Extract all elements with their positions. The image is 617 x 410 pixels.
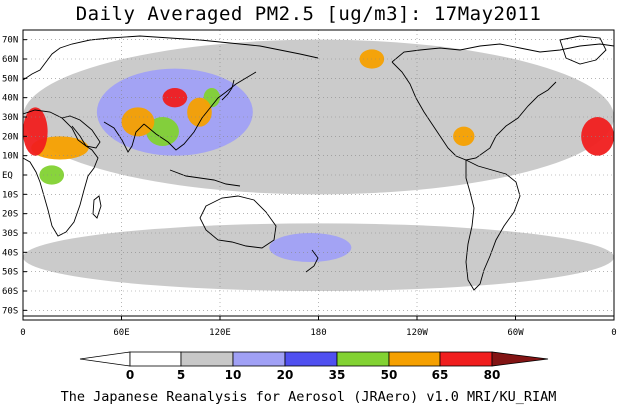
lat-tick-label: 40S xyxy=(2,248,18,258)
lat-tick-label: 30S xyxy=(2,229,18,239)
coast-china xyxy=(143,71,257,151)
coast-australia xyxy=(199,195,277,249)
colorbar-bin xyxy=(232,351,286,367)
colorbar-bin xyxy=(439,351,493,367)
lat-tick-label: 70N xyxy=(2,36,18,46)
lat-tick-label: 10S xyxy=(2,190,18,200)
lat-tick-label: 20S xyxy=(2,210,18,220)
colorbar-arrow-low xyxy=(79,351,131,367)
pm25-region-65 xyxy=(121,107,155,137)
colorbar-bin xyxy=(129,351,182,367)
lat-tick-label: 10N xyxy=(2,152,18,162)
map-title: Daily Averaged PM2.5 [ug/m3]: 17May2011 xyxy=(75,3,542,25)
lat-tick-label: EQ xyxy=(2,171,13,181)
colorbar-bin xyxy=(284,351,338,367)
pm25-region-80 xyxy=(23,107,48,156)
coast-madagascar xyxy=(92,195,102,219)
lat-tick-label: 20N xyxy=(2,132,18,142)
credit-text: The Japanese Reanalysis for Aerosol (JRA… xyxy=(60,389,557,405)
lon-tick-label: 0 xyxy=(611,328,616,338)
pm25-region-80 xyxy=(162,88,188,108)
lat-ticks: 70N 60N 50N 40N 30N 20N 10N EQ 10S 20S 30S 40S 50S 60… xyxy=(2,36,27,316)
colorbar-bin xyxy=(388,351,441,367)
colorbar-bin xyxy=(336,351,390,367)
colorbar-label: 50 xyxy=(381,368,398,382)
colorbar: 0 5 10 20 35 50 65 80 xyxy=(79,351,549,382)
colorbar-label: 5 xyxy=(177,368,185,382)
pm25-region-65 xyxy=(187,97,212,127)
pm25-region-50 xyxy=(146,117,179,146)
coast-arabia xyxy=(61,115,101,149)
plot-area xyxy=(23,30,614,320)
pm25-region-20 xyxy=(269,233,352,262)
colorbar-label: 20 xyxy=(277,368,294,382)
coast-south-america xyxy=(465,159,521,291)
lon-tick-label: 0 xyxy=(20,328,25,338)
grid-lines xyxy=(23,30,614,320)
colorbar-label: 65 xyxy=(432,368,449,382)
lat-tick-label: 40N xyxy=(2,94,18,104)
lon-tick-label: 120W xyxy=(406,328,428,338)
lat-tick-label: 60N xyxy=(2,55,18,65)
colorbar-label: 10 xyxy=(225,368,242,382)
lat-tick-label: 70S xyxy=(2,306,18,316)
pm25-region-80 xyxy=(581,116,614,156)
lon-tick-label: 60W xyxy=(507,328,524,338)
coast-india xyxy=(103,121,145,153)
lat-tick-label: 50S xyxy=(2,268,18,278)
lat-tick-label: 60S xyxy=(2,287,18,297)
lon-tick-label: 180 xyxy=(310,328,326,338)
lon-tick-label: 120E xyxy=(209,328,231,338)
pm25-field xyxy=(23,39,614,291)
coast-eurasia xyxy=(23,35,319,81)
colorbar-label: 0 xyxy=(126,368,134,382)
coast-newzealand xyxy=(305,249,319,273)
lon-ticks: 0 60E 120E 180 120W 60W 0 xyxy=(20,316,617,338)
colorbar-label: 80 xyxy=(484,368,501,382)
lat-tick-label: 30N xyxy=(2,113,18,123)
coastlines xyxy=(23,35,614,317)
coast-japan xyxy=(221,79,235,101)
colorbar-bin xyxy=(180,351,234,367)
lat-tick-label: 50N xyxy=(2,74,18,84)
colorbar-arrow-high xyxy=(491,351,549,367)
lon-tick-label: 60E xyxy=(113,328,129,338)
pm25-region-20 xyxy=(96,68,253,156)
coast-africa xyxy=(23,109,99,237)
coast-greenland xyxy=(559,35,607,65)
colorbar-label: 35 xyxy=(329,368,346,382)
